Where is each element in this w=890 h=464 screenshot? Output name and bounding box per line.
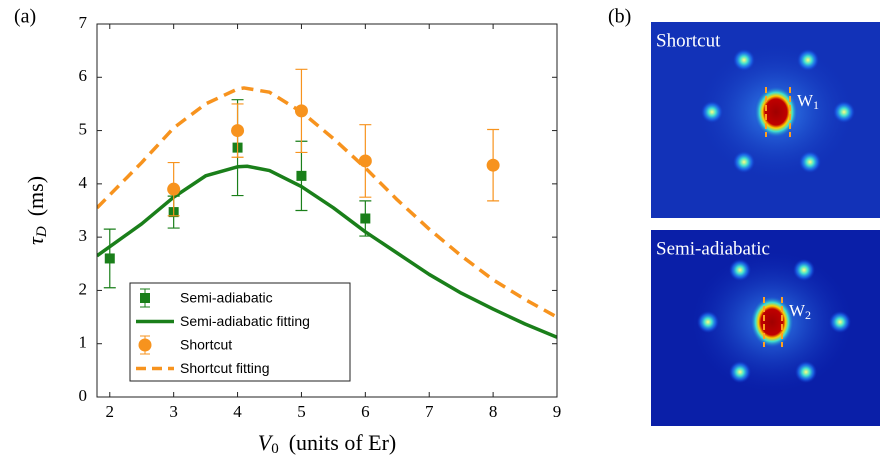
marker [296,170,307,181]
diffraction-spot [733,151,755,173]
legend-label: Semi-adiabatic fitting [180,313,310,329]
diffraction-spot [799,151,821,173]
image-title: Shortcut [656,30,721,51]
x-tick-label: 7 [425,402,434,421]
legend-swatch [138,338,152,352]
x-axis-label: V0 (units of Er) [258,430,396,457]
width-label-sub: 2 [805,308,811,322]
legend-swatch [140,293,150,303]
marker [167,182,181,196]
diffraction-spot [729,361,751,383]
y-tick-label: 6 [79,66,88,85]
y-axis-label: τD (ms) [23,176,50,245]
marker [486,158,500,172]
x-tick-label: 4 [233,402,242,421]
y-tick-label: 4 [79,173,88,192]
central-peak [754,86,798,138]
y-tick-label: 3 [79,226,88,245]
legend: Semi-adiabatic Semi-adiabatic fitting Shor… [129,282,351,382]
x-axis-label-part: (units of Er) [289,430,397,455]
y-tick-label: 0 [79,386,88,405]
width-label-sub: 1 [813,98,819,112]
x-tick-label: 5 [297,402,306,421]
y-axis-label-part: D [34,226,50,238]
diffraction-spot [793,259,815,281]
y-tick-label: 1 [79,333,88,352]
marker [231,124,245,138]
diffraction-spot [797,49,819,71]
diffraction-spot [701,101,723,123]
fit-line [97,164,557,339]
x-tick-label: 9 [553,402,562,421]
legend-box [129,282,351,382]
x-axis-label-part: 0 [271,441,279,457]
marker [360,213,371,224]
diffraction-spot [795,361,817,383]
y-tick-label: 7 [79,13,88,32]
fit-line [97,86,557,319]
legend-label: Shortcut fitting [180,360,270,376]
y-tick-label: 5 [79,119,88,138]
y-tick-label: 2 [79,279,88,298]
plot-frame [96,23,558,398]
panel-label: (a) [14,6,36,28]
x-axis-label-part: V [258,430,274,455]
width-label: W1 [797,91,819,112]
marker [294,104,308,118]
central-peak [750,296,794,348]
diffraction-spot [697,311,719,333]
image-title: Semi-adiabatic [656,238,770,259]
diffraction-spot [829,311,851,333]
legend-label: Semi-adiabatic [180,290,273,306]
x-tick-label: 3 [169,402,178,421]
width-label: W2 [789,301,811,322]
plot-area [97,68,557,339]
panel-label: (b) [608,6,631,28]
legend-label: Shortcut [180,337,232,353]
y-axis-label-part: (ms) [23,176,48,216]
x-tick-label: 8 [489,402,498,421]
width-label-base: W [789,301,806,320]
diffraction-spot [729,259,751,281]
diffraction-spot [733,49,755,71]
marker [358,154,372,168]
x-tick-label: 6 [361,402,370,421]
x-tick-label: 2 [106,402,115,421]
width-label-base: W [797,91,814,110]
marker [104,253,115,264]
diffraction-spot [833,101,855,123]
y-axis-label-part: τ [23,236,48,245]
